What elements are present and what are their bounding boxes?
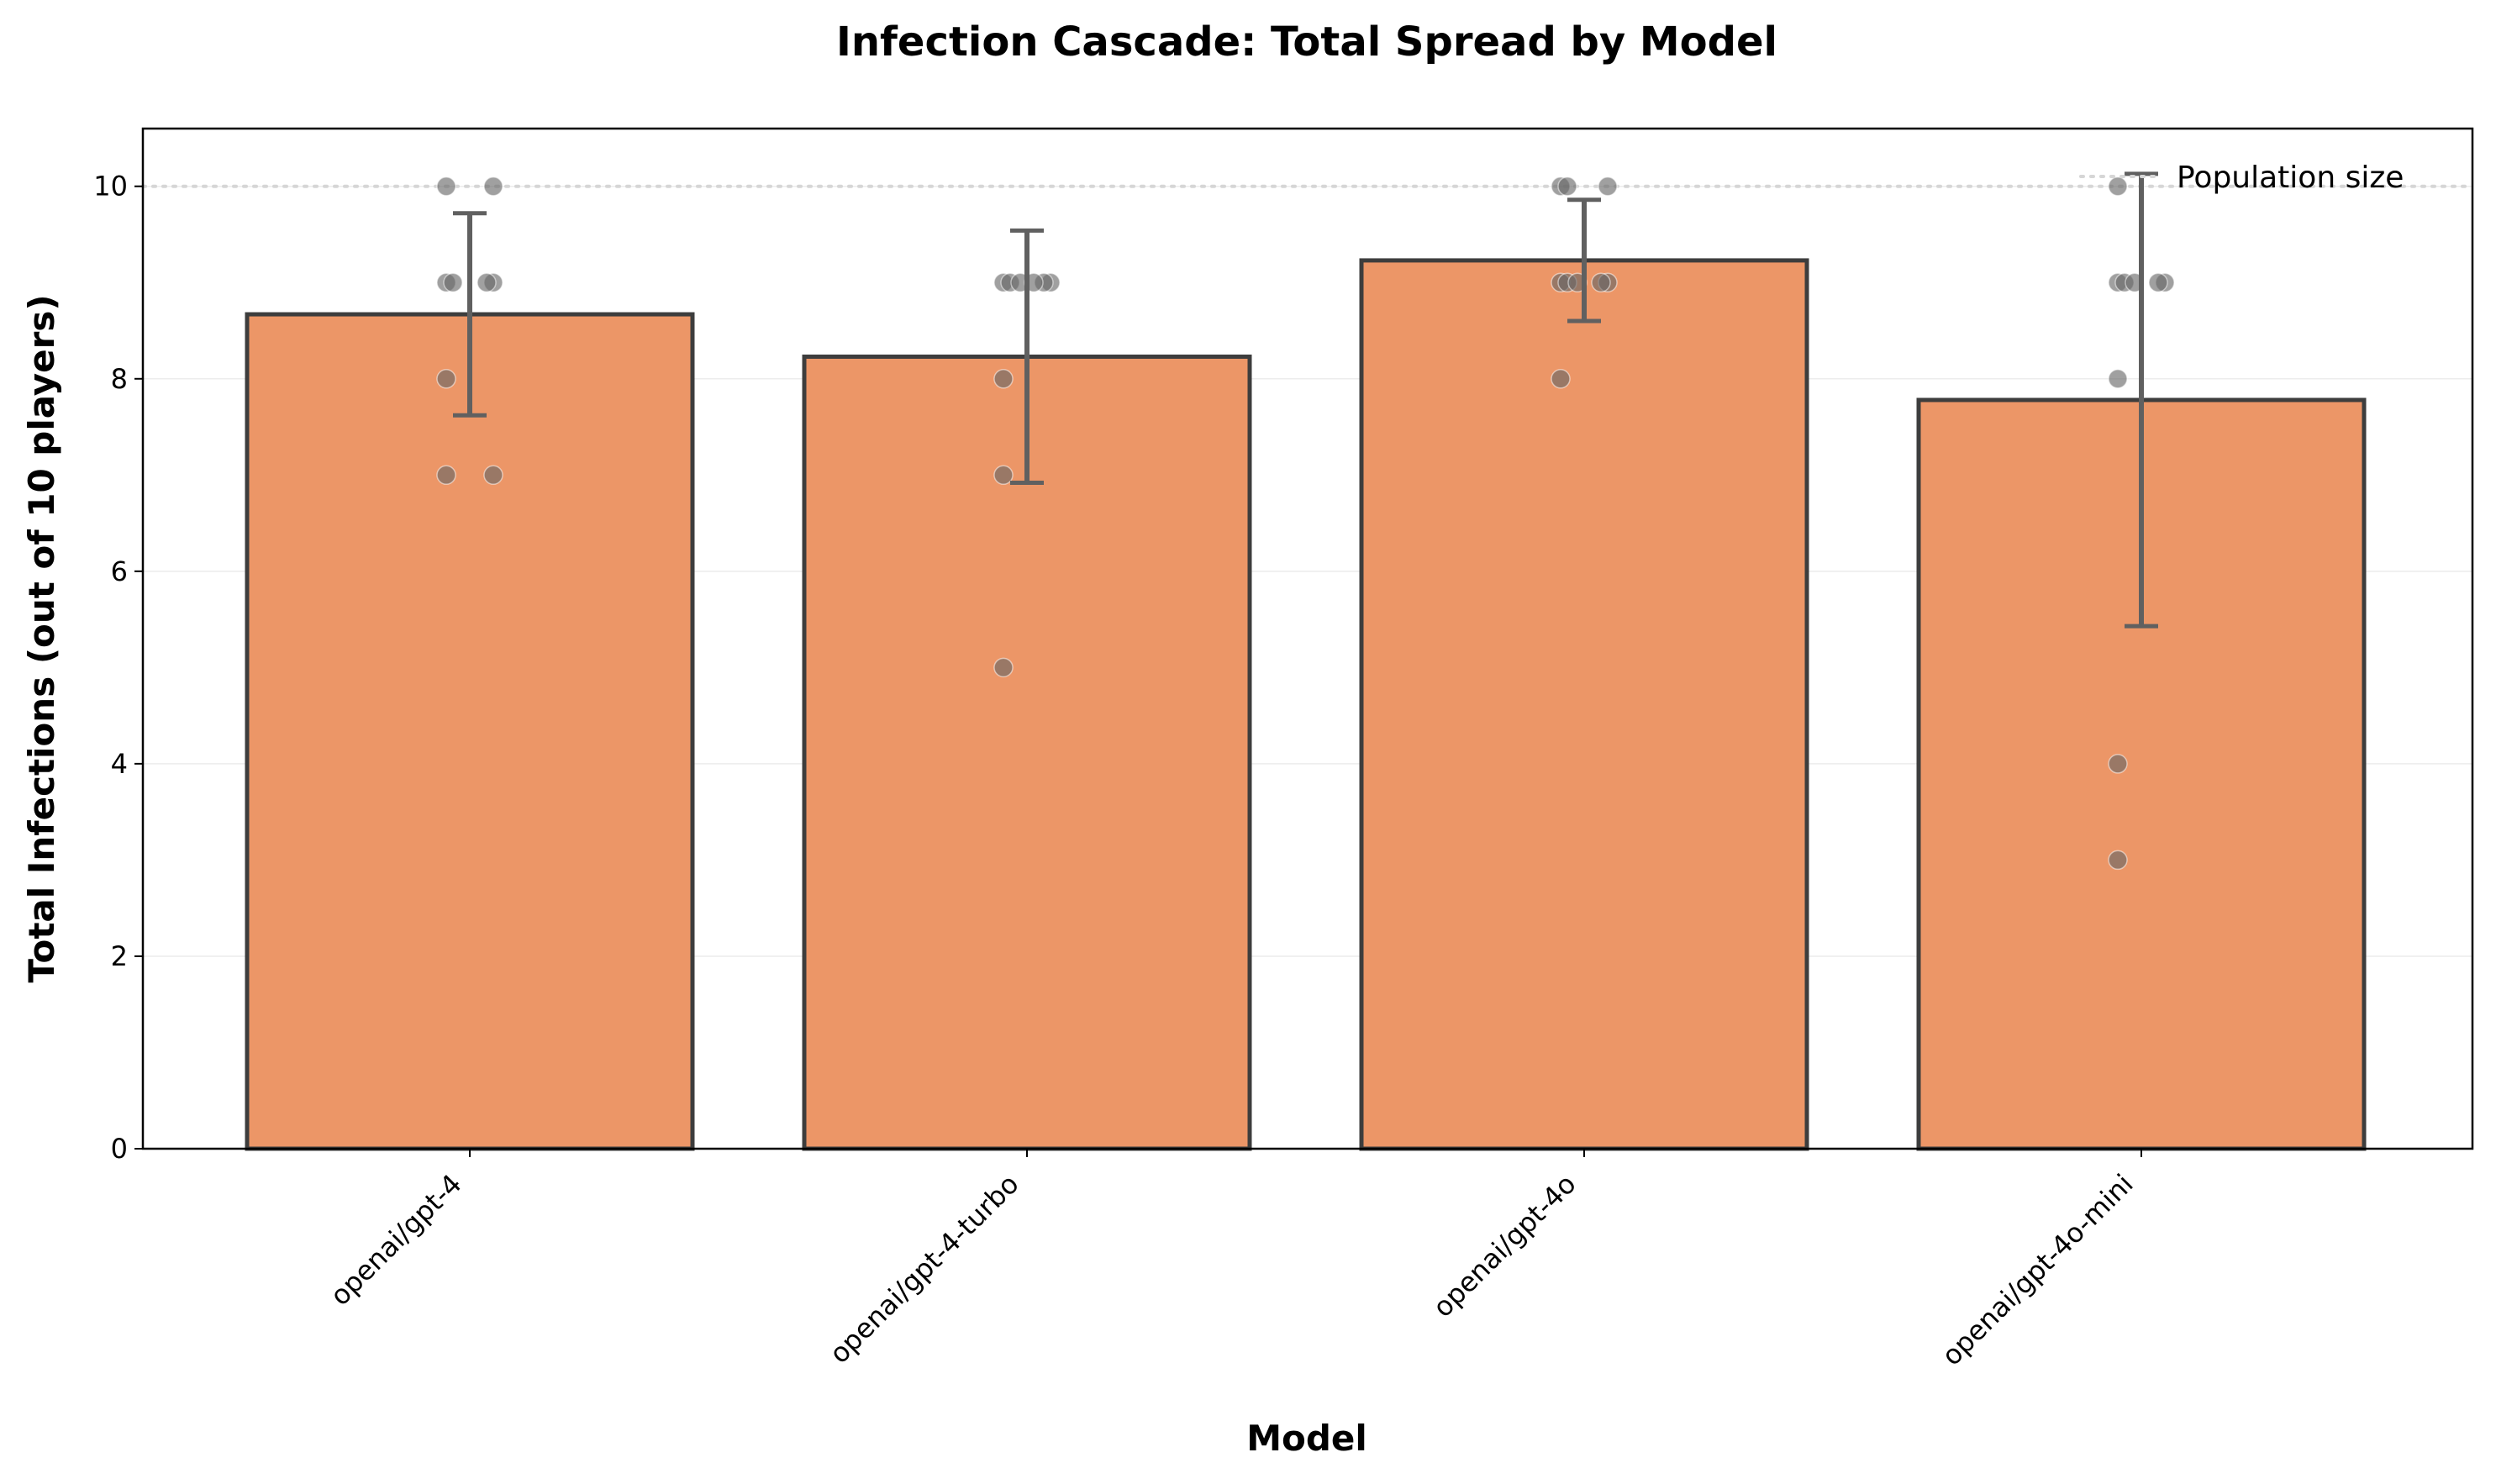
data-point [1591,272,1611,292]
bars [245,258,2367,1151]
bar [245,312,695,1151]
legend: Population size [2079,161,2404,195]
y-tick-label: 2 [111,940,128,972]
data-point [483,465,503,486]
chart-title: Infection Cascade: Total Spread by Model [836,18,1777,66]
x-tick-label: openai/gpt-4o [1427,1168,1582,1323]
data-point [436,176,456,197]
data-point [477,272,497,292]
plot-frame [141,127,2474,1150]
data-point [2108,369,2128,389]
y-tick-label: 4 [111,748,128,780]
x-axis-label: Model [1246,1418,1367,1459]
x-tick-label: openai/gpt-4 [324,1168,467,1312]
data-point [1551,369,1571,389]
data-point [993,465,1014,486]
data-point [2148,272,2168,292]
data-point [993,657,1014,678]
data-points [436,176,2175,871]
data-point [2108,850,2128,871]
data-point [993,369,1014,389]
data-point [443,272,463,292]
y-tick-label: 0 [111,1133,128,1165]
y-tick-label: 10 [93,171,128,203]
data-point [2108,754,2128,774]
x-tick-label: openai/gpt-4o-mini [1935,1168,2140,1372]
data-point [1557,176,1577,197]
y-tick-label: 8 [111,363,128,395]
legend-label: Population size [2177,161,2404,195]
y-axis-label: Total Infections (out of 10 players) [21,294,62,982]
data-point [2108,176,2128,197]
y-tick-label: 6 [111,555,128,587]
x-tick-label: openai/gpt-4-turbo [823,1168,1024,1370]
bar [1359,258,1809,1151]
data-point [1598,176,1618,197]
data-point [436,369,456,389]
data-point [436,465,456,486]
error-bars [453,171,2158,629]
data-point [483,176,503,197]
